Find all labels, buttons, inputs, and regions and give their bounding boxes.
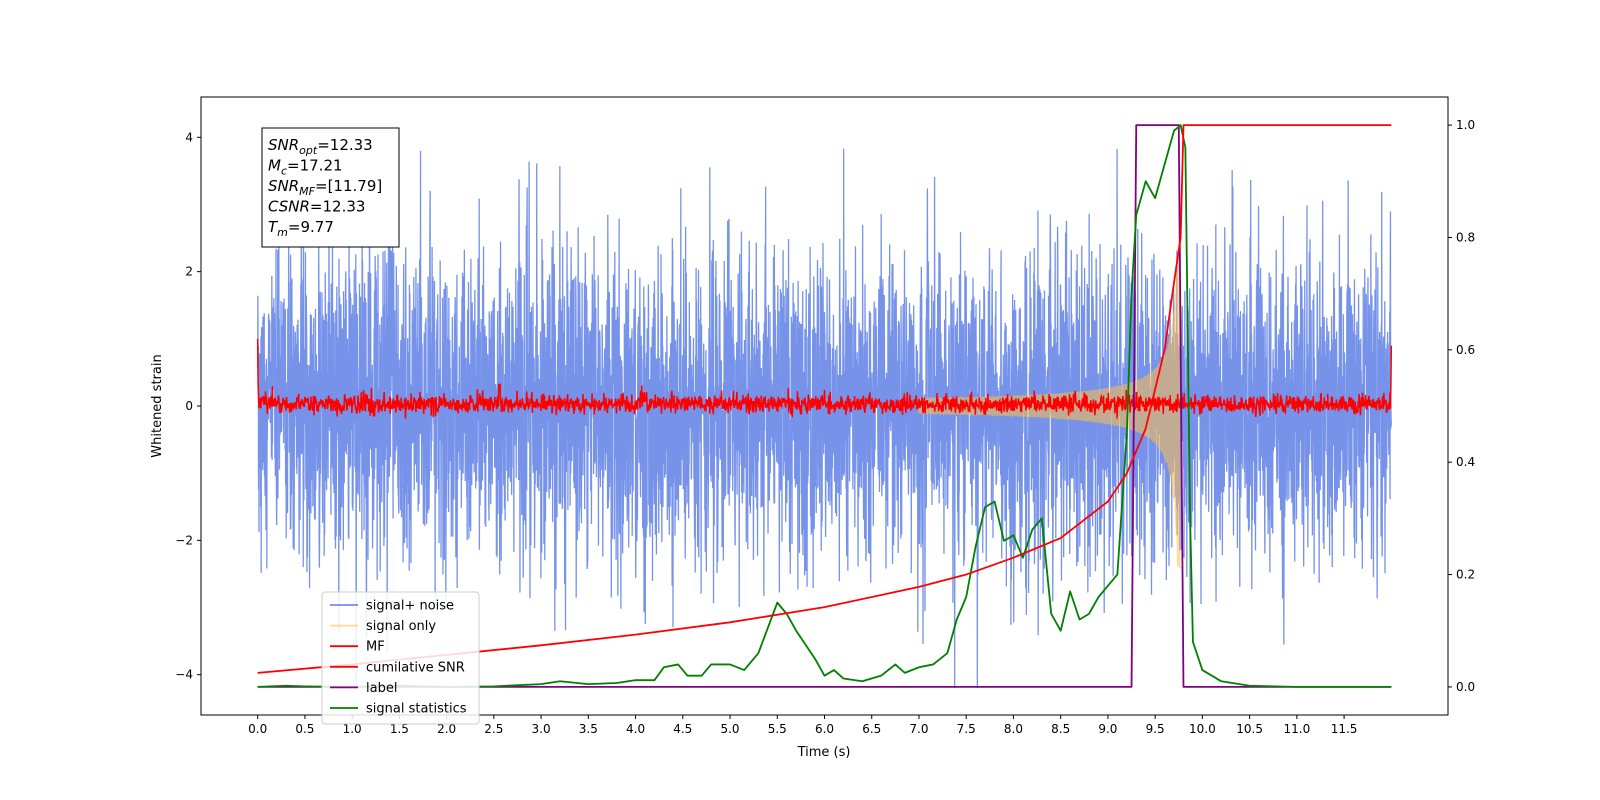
x-tick-label: 0.0 [248, 722, 267, 736]
y-axis-label: Whitened strain [150, 354, 165, 457]
x-tick-label: 8.0 [1004, 722, 1023, 736]
x-tick-label: 1.5 [390, 722, 409, 736]
y-tick-label: −4 [175, 668, 193, 682]
y2-tick-label: 0.0 [1456, 680, 1475, 694]
series-signal-plus-noise [257, 148, 1392, 689]
series-cumilative-snr [257, 124, 1392, 674]
y2-tick-label: 0.2 [1456, 568, 1475, 582]
x-tick-label: 3.5 [579, 722, 598, 736]
signal-statistics-line [257, 124, 1392, 688]
x-tick-label: 8.5 [1051, 722, 1070, 736]
x-tick-label: 10.5 [1236, 722, 1263, 736]
stats-line: SNRopt=12.33 [268, 136, 373, 157]
legend-entry: MF [366, 640, 385, 655]
y2-tick-label: 0.6 [1456, 343, 1475, 357]
legend: signal+ noise signal only MF cumilative SNR… [321, 591, 480, 725]
x-tick-label: 11.5 [1331, 722, 1358, 736]
y2-tick-label: 1.0 [1456, 118, 1475, 132]
x-tick-label: 9.5 [1146, 722, 1165, 736]
legend-entry: cumilative SNR [366, 660, 465, 675]
legend-frame [321, 591, 480, 725]
x-tick-label: 10.0 [1189, 722, 1216, 736]
x-tick-label: 9.0 [1098, 722, 1117, 736]
y-tick-label: 2 [185, 265, 193, 279]
series-label [257, 124, 1392, 688]
stats-line: Tm=9.77 [268, 218, 334, 239]
series-mf [256, 338, 1393, 419]
mf-line [256, 338, 1393, 419]
legend-entry: signal only [366, 619, 436, 634]
x-tick-label: 7.0 [909, 722, 928, 736]
y-tick-label: −2 [175, 533, 193, 547]
stats-line: CSNR=12.33 [268, 198, 365, 216]
series-signal-statistics [257, 124, 1392, 688]
x-tick-label: 0.5 [295, 722, 314, 736]
x-tick-label: 4.5 [673, 722, 692, 736]
x-tick-label: 5.0 [720, 722, 739, 736]
plot-area [256, 124, 1393, 689]
x-tick-label: 5.5 [768, 722, 787, 736]
y2-tick-label: 0.8 [1456, 230, 1475, 244]
legend-entry: label [366, 681, 397, 696]
x-tick-label: 7.5 [957, 722, 976, 736]
legend-entry: signal+ noise [366, 599, 454, 614]
x-axis: 0.0 0.5 1.0 1.5 2.0 2.5 3.0 3.5 4.0 4.5 5.0 5.5 6.0 6… [248, 715, 1357, 736]
y-axis-right: 1.0 0.8 0.6 0.4 0.2 0.0 [1448, 118, 1475, 694]
y-axis-left: 4 2 0 −2 −4 [175, 130, 201, 682]
x-tick-label: 4.0 [626, 722, 645, 736]
stats-annotation-box: SNRopt=12.33Mc=17.21SNRMF=[11.79]CSNR=12… [261, 127, 400, 248]
x-tick-label: 2.5 [484, 722, 503, 736]
x-axis-label: Time (s) [797, 745, 851, 760]
x-tick-label: 11.0 [1283, 722, 1310, 736]
stats-line: SNRMF=[11.79] [268, 177, 382, 198]
x-tick-label: 6.5 [862, 722, 881, 736]
y-tick-label: 4 [185, 130, 193, 144]
stats-line: Mc=17.21 [268, 157, 343, 178]
legend-entry: signal statistics [366, 702, 467, 717]
stats-box-frame [261, 127, 400, 248]
x-tick-label: 3.0 [532, 722, 551, 736]
signal-plus-noise-line [257, 148, 1392, 689]
cumilative-snr-line [257, 124, 1392, 674]
y2-tick-label: 0.4 [1456, 455, 1475, 469]
x-tick-label: 2.0 [437, 722, 456, 736]
y-tick-label: 0 [185, 399, 193, 413]
x-tick-label: 1.0 [343, 722, 362, 736]
label-line [257, 124, 1392, 688]
x-tick-label: 6.0 [815, 722, 834, 736]
